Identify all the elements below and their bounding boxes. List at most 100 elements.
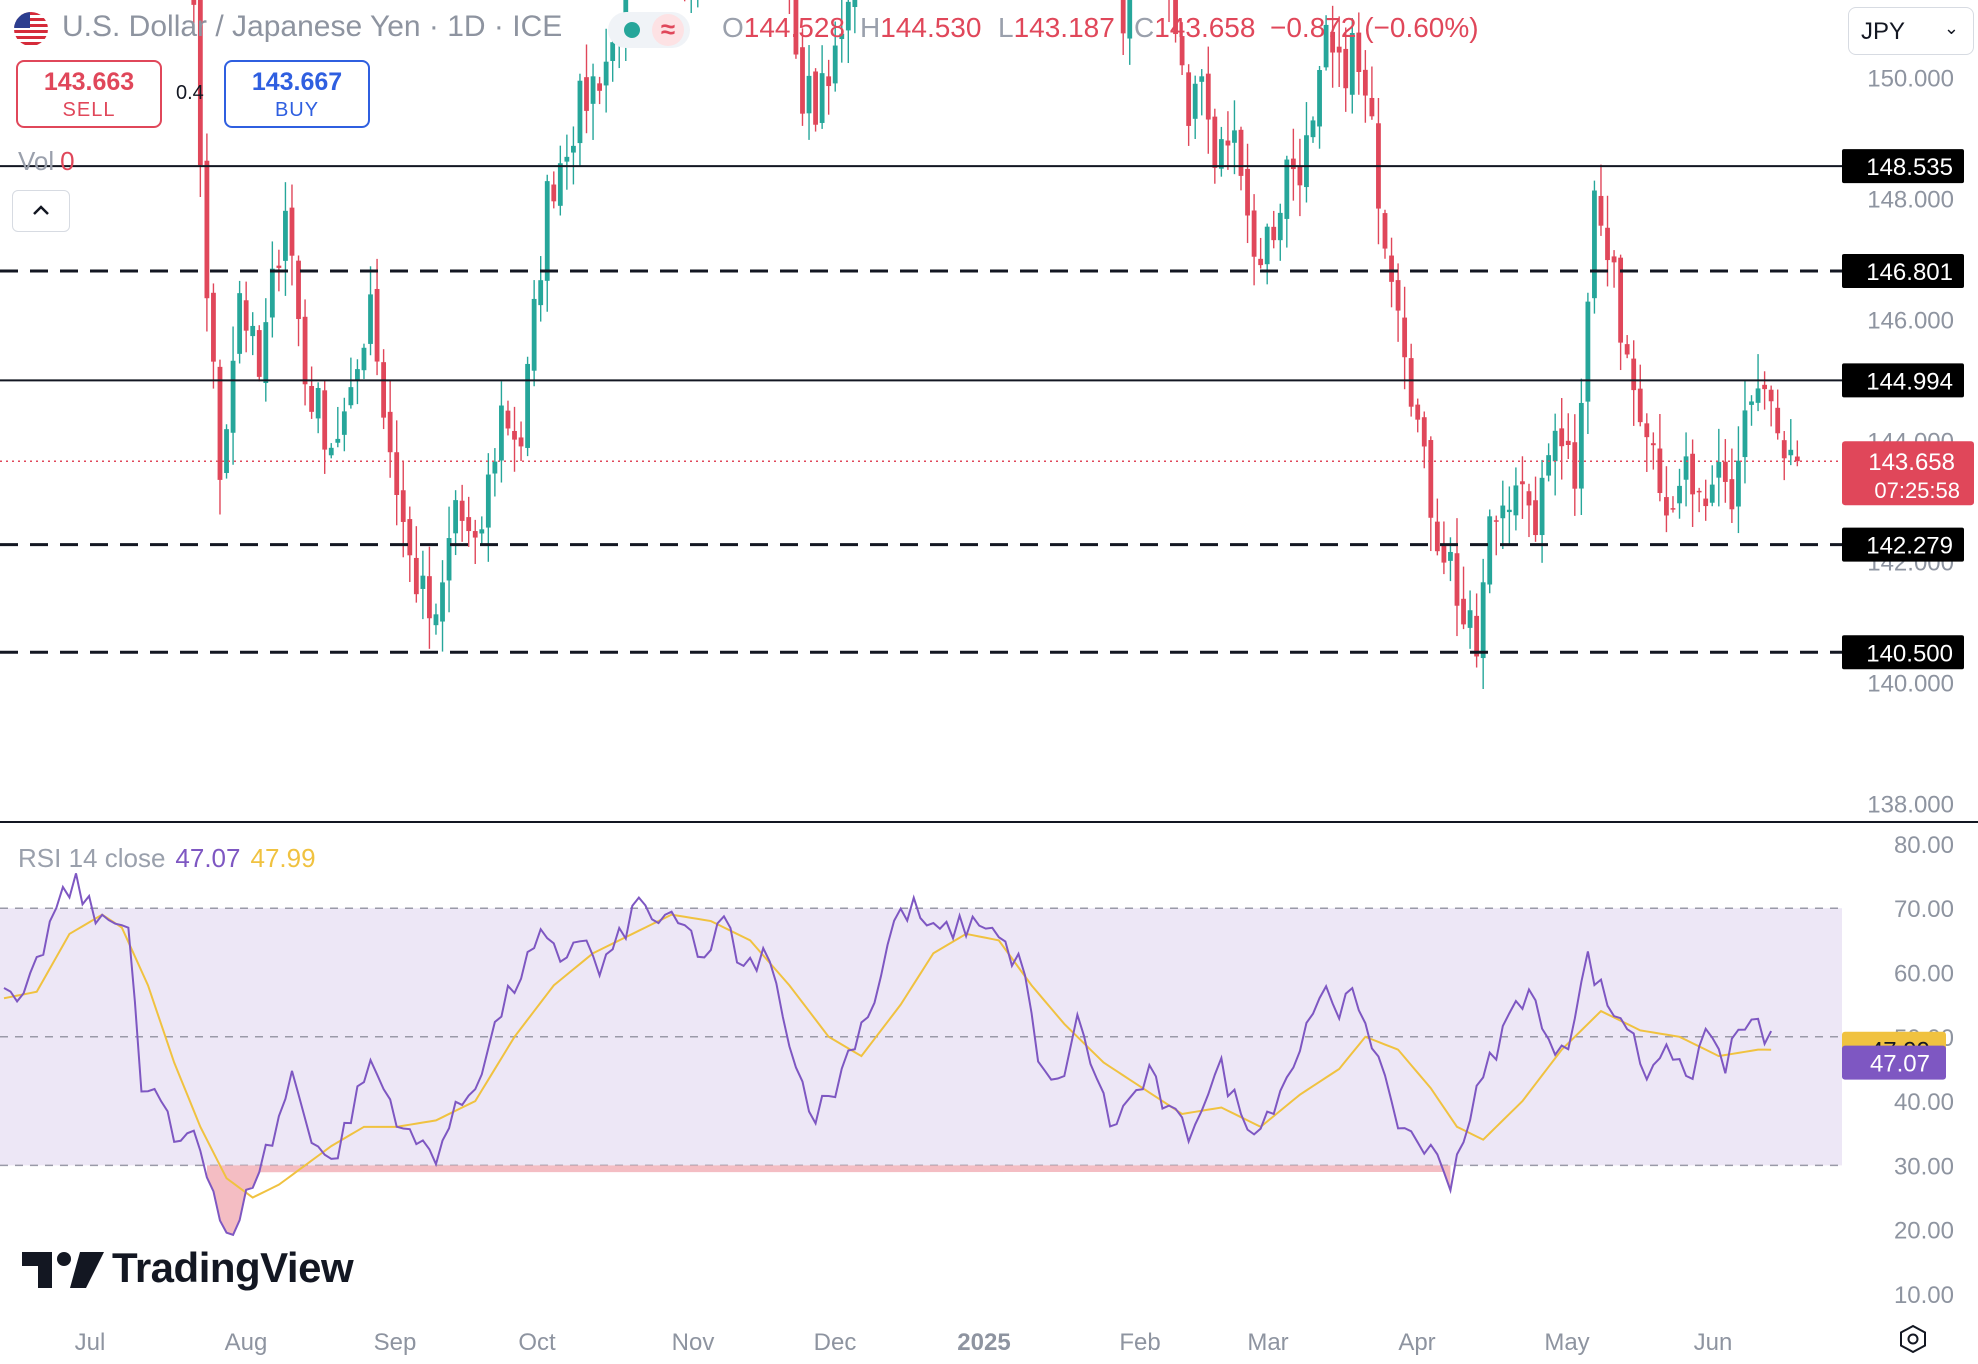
time-axis-label: Sep: [374, 1329, 417, 1356]
candle-body: [1186, 72, 1192, 126]
candle-body: [1264, 226, 1270, 265]
time-axis-label: Apr: [1398, 1329, 1435, 1356]
candle-body: [217, 366, 223, 480]
candle-body: [1212, 116, 1218, 168]
rsi-axis-tick: 20.00: [1894, 1218, 1954, 1245]
candle-body: [1565, 440, 1571, 445]
candle-body: [1421, 417, 1427, 447]
sell-button[interactable]: 143.663 SELL: [16, 60, 162, 128]
candle-body: [230, 360, 236, 433]
candle-body: [1474, 615, 1480, 657]
candle-body: [1683, 456, 1689, 480]
collapse-legend-button[interactable]: [12, 190, 70, 232]
candle-body: [1631, 358, 1637, 391]
candle-body: [413, 557, 419, 595]
price-level-label: 142.279: [1866, 533, 1953, 560]
candle-body: [1539, 477, 1545, 536]
candle-body: [381, 362, 387, 418]
candle-body: [394, 452, 400, 495]
rsi-axis-tick: 80.00: [1894, 832, 1954, 859]
candle-body: [577, 80, 583, 144]
rsi-legend[interactable]: RSI 14 close 47.07 47.99: [18, 843, 316, 873]
candle-body: [1664, 497, 1669, 516]
rsi-tag-label: 47.07: [1870, 1051, 1930, 1078]
currency-select[interactable]: JPY ⌄: [1848, 7, 1974, 55]
market-status-icon[interactable]: ≈: [608, 12, 690, 48]
price-level-label: 140.500: [1866, 640, 1953, 667]
candle-body: [544, 181, 550, 281]
price-axis-tick: 148.000: [1867, 187, 1954, 214]
candle-body: [348, 387, 354, 406]
candle-body: [250, 325, 256, 337]
candle-body: [852, 0, 858, 7]
candle-body: [1755, 388, 1761, 403]
volume-legend: Vol 0: [18, 146, 75, 176]
candle-body: [1467, 610, 1473, 628]
candle-body: [1310, 120, 1316, 138]
tradingview-logo[interactable]: TradingView: [22, 1244, 354, 1292]
candle-body: [368, 294, 373, 344]
candle-body: [1461, 598, 1466, 625]
time-axis-label: Nov: [672, 1329, 715, 1356]
candle-body: [564, 156, 570, 162]
rsi-line: [3, 873, 1773, 1237]
candle-body: [1605, 227, 1610, 261]
ohlc-open: O144.528: [722, 12, 845, 43]
price-axis-tick: 140.000: [1867, 671, 1954, 698]
currency-value: JPY: [1861, 18, 1906, 45]
candle-body: [211, 292, 216, 362]
last-price-tag: [1842, 441, 1974, 506]
candle-body: [1428, 440, 1434, 518]
candle-body: [1349, 32, 1355, 95]
candle-body: [1304, 135, 1309, 188]
candle-body: [1742, 410, 1748, 458]
candle-body: [1644, 423, 1650, 438]
candle-body: [446, 538, 452, 581]
candle-body: [224, 429, 229, 474]
candle-body: [1650, 443, 1656, 446]
candle-body: [1520, 481, 1525, 485]
candle-body: [1716, 461, 1722, 478]
candle-body: [1788, 449, 1794, 456]
candle-body: [512, 430, 517, 440]
candle-body: [538, 280, 544, 306]
spread-value: 0.4: [176, 82, 204, 104]
candle-body: [335, 438, 341, 443]
candle-body: [1559, 428, 1565, 447]
candle-body: [1330, 31, 1336, 53]
candle-body: [256, 330, 262, 377]
price-level-tag: [1842, 363, 1964, 398]
buy-button[interactable]: 143.667 BUY: [224, 60, 370, 128]
rsi-axis-tick: 40.00: [1894, 1089, 1954, 1116]
candle-body: [1722, 461, 1728, 482]
price-level-tag: [1842, 254, 1964, 289]
time-axis-label: Oct: [518, 1329, 556, 1356]
candle-body: [1441, 545, 1447, 563]
candle-body: [845, 1, 851, 31]
price-level-label: 144.994: [1866, 368, 1953, 395]
symbol-title[interactable]: U.S. Dollar / Japanese Yen · 1D · ICE: [62, 10, 563, 43]
candle-body: [283, 210, 288, 261]
candle-body: [813, 71, 818, 125]
candle-body: [1389, 255, 1394, 282]
candle-body: [1480, 582, 1486, 659]
price-axis-tick: 146.000: [1867, 308, 1954, 335]
candle-body: [1395, 280, 1401, 311]
candle-body: [1546, 455, 1552, 476]
candle-body: [1552, 430, 1558, 462]
candle-body: [1703, 498, 1709, 507]
sell-label: SELL: [62, 99, 116, 121]
rsi-axis-tick: 30.00: [1894, 1153, 1954, 1180]
candle-body: [1618, 257, 1624, 343]
candle-body: [276, 265, 282, 268]
candle-body: [309, 385, 315, 412]
candle-body: [531, 298, 537, 371]
candle-body: [518, 437, 524, 447]
us-flag-icon: [14, 12, 48, 46]
candle-body: [1225, 140, 1231, 146]
chevron-down-icon: ⌄: [1943, 18, 1959, 38]
settings-hexagon-icon[interactable]: [1898, 1324, 1928, 1354]
candle-body: [459, 500, 465, 521]
candle-body: [479, 529, 485, 534]
